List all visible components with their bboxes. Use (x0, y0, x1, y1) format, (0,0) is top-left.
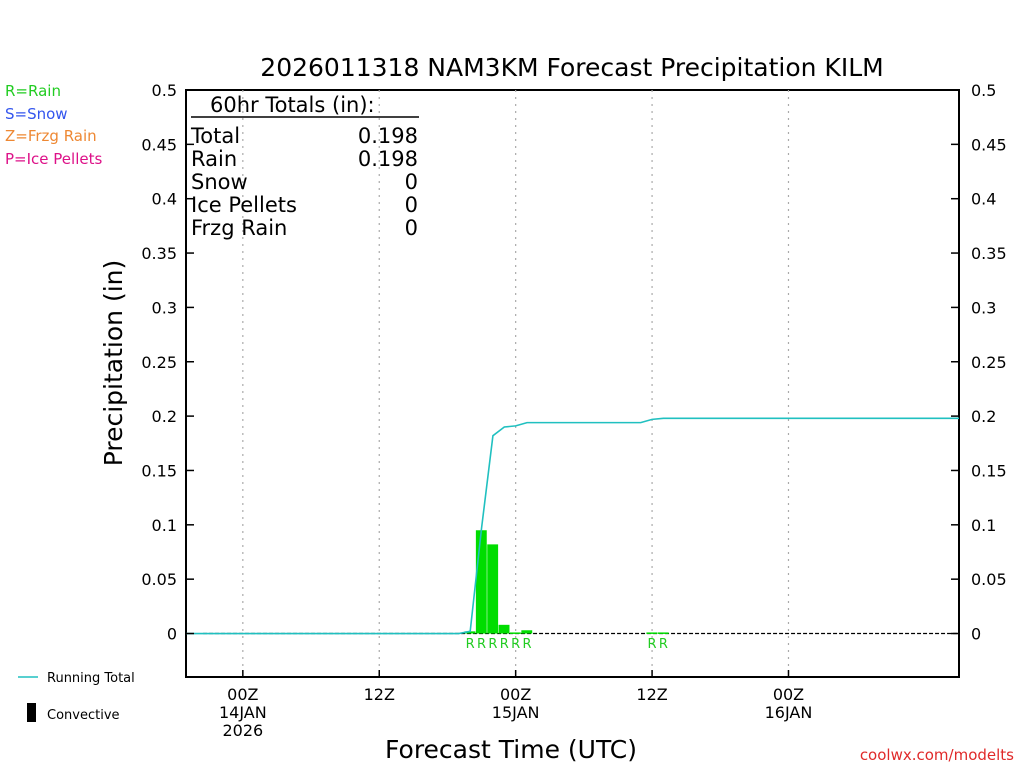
totals-value-rain: 0.198 (358, 147, 418, 171)
y-tick-label-right: 0.3 (971, 298, 996, 317)
y-tick-label-right: 0.05 (971, 570, 1007, 589)
totals-value-total: 0.198 (358, 124, 418, 148)
x-tick-label: 14JAN (219, 703, 267, 722)
totals-label-total: Total (190, 124, 240, 148)
y-tick-label-right: 0.15 (971, 461, 1007, 480)
x-tick-label: 12Z (364, 685, 395, 704)
totals-label-frzg-rain: Frzg Rain (191, 216, 287, 240)
rain-bar (475, 530, 487, 634)
y-axis-label: Precipitation (in) (99, 260, 128, 467)
x-tick-label: 16JAN (765, 703, 813, 722)
legend-ice-pellets: P=Ice Pellets (5, 150, 102, 168)
y-tick-label-left: 0.35 (141, 244, 177, 263)
convective-legend-label: Convective (47, 708, 120, 723)
y-tick-label-left: 0.2 (152, 407, 177, 426)
credit-text: coolwx.com/modelts (860, 746, 1014, 764)
rain-bar (646, 632, 658, 634)
y-tick-label-left: 0 (167, 625, 177, 644)
x-tick-label: 12Z (636, 685, 667, 704)
ptype-legend: R=Rain S=Snow Z=Frzg Rain P=Ice Pellets (5, 82, 102, 168)
y-tick-label-right: 0 (971, 625, 981, 644)
plot-frame (185, 89, 960, 678)
convective-legend-swatch (27, 703, 36, 722)
running-total-line (186, 417, 959, 635)
x-tick-label: 00Z (500, 685, 531, 704)
rain-bar (521, 630, 533, 634)
y-tick-label-right: 0.4 (971, 190, 996, 209)
running-total-legend-label: Running Total (47, 671, 135, 686)
bottom-legend: Running Total Convective (18, 671, 135, 723)
x-tick-label: 00Z (773, 685, 804, 704)
vertical-gridlines (242, 90, 790, 677)
totals-box: 60hr Totals (in): Total 0.198 Rain 0.198… (190, 93, 419, 240)
y-tick-label-left: 0.45 (141, 135, 177, 154)
y-tick-label-right: 0.35 (971, 244, 1007, 263)
legend-frzg-rain: Z=Frzg Rain (5, 127, 97, 145)
y-axis-left: 0 0.05 0.1 0.15 0.2 0.25 0.3 0.35 0.4 0.45 0.5 (141, 81, 194, 644)
y-tick-label-left: 0.15 (141, 461, 177, 480)
rain-bar (487, 544, 499, 634)
totals-value-ice-pellets: 0 (405, 193, 418, 217)
totals-value-frzg-rain: 0 (405, 216, 418, 240)
ptype-letter: R (659, 637, 668, 652)
y-tick-label-left: 0.5 (152, 81, 177, 100)
rain-bar (464, 631, 476, 634)
ptype-letter: R (648, 637, 657, 652)
totals-value-snow: 0 (405, 170, 418, 194)
ptype-letter: R (477, 637, 486, 652)
x-axis-label: Forecast Time (UTC) (385, 735, 637, 764)
rain-bar (657, 632, 669, 634)
legend-snow: S=Snow (5, 105, 68, 123)
totals-label-snow: Snow (191, 170, 248, 194)
rain-bar (498, 624, 510, 634)
chart-title: 2026011318 NAM3KM Forecast Precipitation… (260, 53, 883, 82)
y-tick-label-left: 0.4 (152, 190, 177, 209)
y-tick-label-left: 0.25 (141, 353, 177, 372)
y-tick-label-left: 0.05 (141, 570, 177, 589)
y-tick-label-left: 0.3 (152, 298, 177, 317)
x-tick-label: 15JAN (492, 703, 540, 722)
ptype-letter: R (488, 637, 497, 652)
rain-bar (509, 632, 521, 634)
y-tick-label-left: 0.1 (152, 516, 177, 535)
y-axis-right: 0 0.05 0.1 0.15 0.2 0.25 0.3 0.35 0.4 0.45 0.5 (951, 81, 1007, 644)
totals-label-ice-pellets: Ice Pellets (191, 193, 297, 217)
y-tick-label-right: 0.5 (971, 81, 996, 100)
y-tick-label-right: 0.45 (971, 135, 1007, 154)
ptype-letter: R (500, 637, 509, 652)
legend-rain: R=Rain (5, 82, 61, 100)
ptype-letter: R (523, 637, 532, 652)
rain-bars (464, 530, 669, 634)
y-tick-label-right: 0.1 (971, 516, 996, 535)
totals-header: 60hr Totals (in): (210, 93, 375, 117)
x-tick-label: 00Z (227, 685, 258, 704)
ptype-letter: R (511, 637, 520, 652)
totals-label-rain: Rain (191, 147, 237, 171)
x-tick-label: 2026 (222, 721, 263, 740)
running-total-line-layer (186, 417, 959, 635)
ptype-letter: R (466, 637, 475, 652)
y-tick-label-right: 0.2 (971, 407, 996, 426)
y-tick-label-right: 0.25 (971, 353, 1007, 372)
